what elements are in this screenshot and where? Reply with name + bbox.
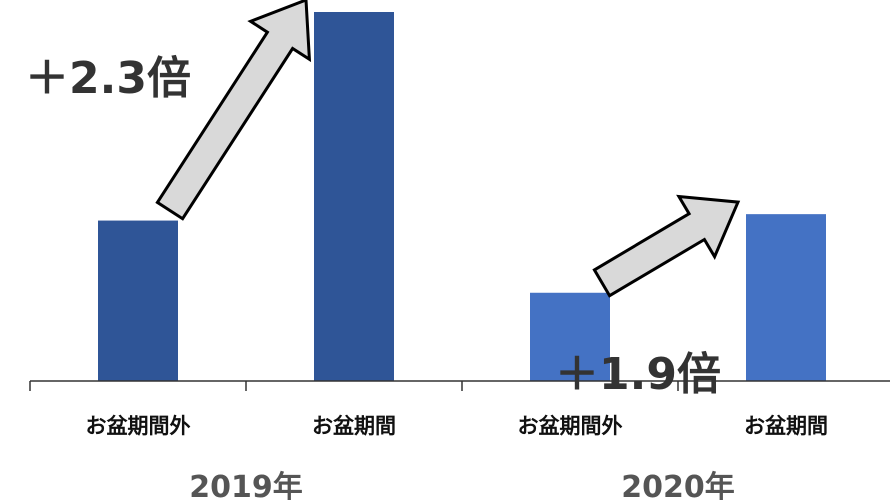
growth-arrow-0 (155, 0, 312, 221)
arrows-layer (155, 0, 741, 298)
bars-layer (98, 12, 826, 381)
bar-1-0 (530, 292, 610, 381)
tick-label-1-1: お盆期間 (744, 414, 828, 438)
group-label-1: 2020年 (621, 470, 735, 504)
labels-layer: お盆期間外 お盆期間 2019年 お盆期間外 お盆期間 2020年 ＋2.3倍 ＋1.9倍 (25, 53, 828, 504)
tick-label-0-1: お盆期間 (312, 414, 396, 438)
annotation-1: ＋1.9倍 (555, 349, 721, 400)
tick-label-0-0: お盆期間外 (86, 414, 191, 438)
annotation-0: ＋2.3倍 (25, 53, 191, 104)
bar-0-1 (314, 12, 394, 381)
x-axis (29, 380, 890, 391)
bar-0-0 (98, 220, 178, 381)
bar-1-1 (746, 214, 826, 381)
growth-arrow-1 (592, 194, 741, 298)
group-label-0: 2019年 (189, 470, 303, 504)
tick-label-1-0: お盆期間外 (518, 414, 623, 438)
